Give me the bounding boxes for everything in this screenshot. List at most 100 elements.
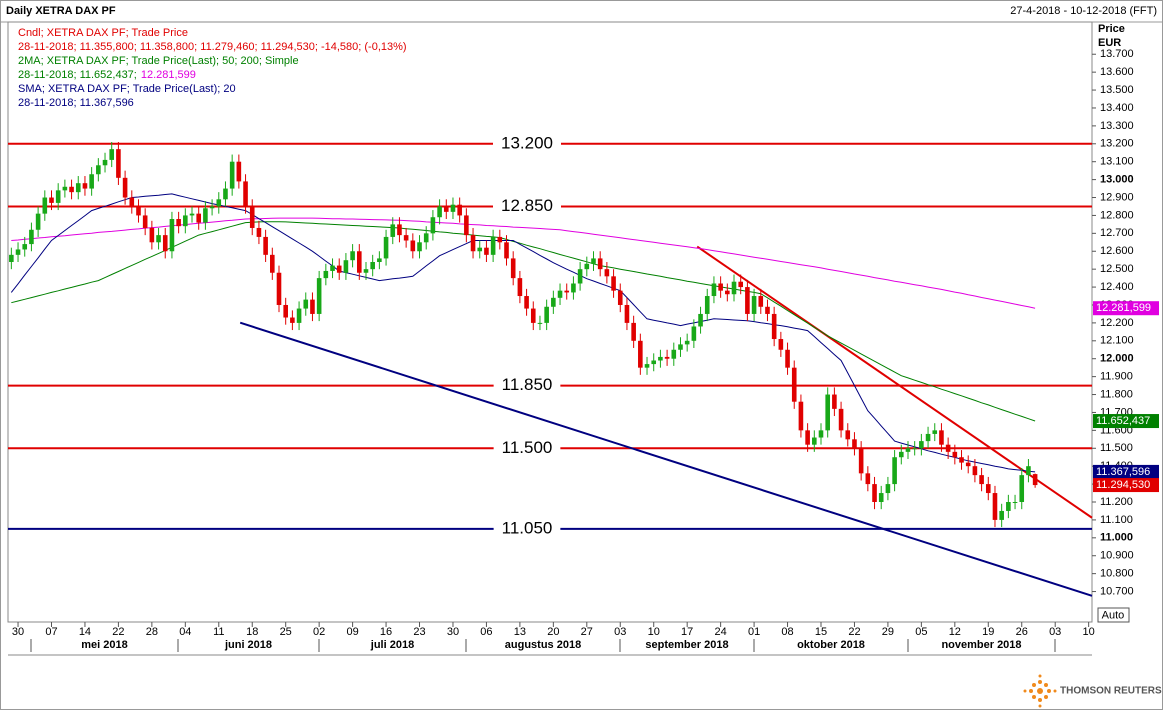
candle-body [892,457,897,485]
candle-body [183,215,188,227]
last-value-label: 11.652,437 [1096,415,1150,427]
candle-body [865,473,871,485]
y-tick-label: 12.800 [1100,209,1134,221]
candle-body [29,229,34,245]
level-label-bg [493,518,561,539]
candle-body [363,269,369,273]
candle-body [176,219,181,227]
plot-frame [7,21,1093,623]
candle-body [517,278,523,297]
candle-body [430,217,436,234]
candle-body [939,430,944,445]
legend-text: Cndl; XETRA DAX PF; Trade Price [18,27,188,39]
x-tick-label: 08 [781,626,793,638]
x-tick-label: 09 [346,626,358,638]
candle-body [985,484,991,494]
last-value-label: 11.367,596 [1096,466,1150,478]
x-tick-label: 18 [246,626,258,638]
y-tick-label: 12.700 [1100,227,1134,239]
candle-body [343,260,349,273]
y-tick-label: 13.600 [1100,66,1134,78]
candle-body [1006,502,1011,511]
auto-label[interactable]: Auto [1102,609,1125,621]
candle-body [276,272,282,305]
candle-body [336,265,342,273]
candle-body [169,219,175,252]
candle-body [417,242,422,252]
candle-body [965,462,971,467]
candle-body [564,290,570,293]
chart-title: Daily XETRA DAX PF [6,5,116,17]
candle-body [551,297,556,307]
candle-body [912,448,917,450]
x-tick-label: 20 [547,626,559,638]
candle-body [403,235,409,241]
candle-body [370,262,375,270]
candle-body [778,339,784,350]
candle-body [651,360,657,365]
auto-button[interactable] [1097,607,1130,623]
candle-body [597,258,603,270]
legend-text: 28-11-2018; 11.367,596 [18,97,134,109]
candle-body [477,247,483,252]
x-tick-label: 14 [79,626,91,638]
candle-body [303,299,309,309]
candle-body [410,240,416,252]
last-value-badge [1093,414,1159,429]
x-tick-label: 15 [815,626,827,638]
last-value-label: 11.294,530 [1096,479,1150,491]
candle-body [350,251,355,261]
x-tick-label: 28 [146,626,158,638]
y-tick-label: 12.000 [1100,353,1134,365]
level-label-bg [493,196,561,217]
candle-body [644,364,650,368]
trend-line [239,321,1093,597]
month-label: november 2018 [941,639,1021,651]
candle-body [203,208,208,223]
candle-body [671,349,677,359]
ma-line [11,217,1036,309]
candle-body [979,475,984,485]
candle-body [1019,475,1025,502]
candle-body [156,235,161,243]
candle-body [263,236,268,255]
candle-body [323,270,329,279]
candle-body [249,206,255,228]
y-tick-label: 11.100 [1100,514,1133,526]
candle-body [1026,466,1031,476]
x-tick-label: 22 [112,626,124,638]
chart-subtitle: 27-4-2018 - 10-12-2018 (FFT) [1010,5,1157,17]
logo-mark [1023,674,1057,708]
ma-line [11,221,1036,422]
x-tick-label: 16 [380,626,392,638]
y-tick-label: 11.500 [1100,442,1133,454]
y-tick-label: 12.200 [1100,317,1134,329]
y-tick-label: 13.100 [1100,156,1134,168]
y-tick-label: 13.200 [1100,138,1134,150]
month-label: juli 2018 [370,639,414,651]
last-value-badge [1093,301,1159,316]
candle-body [223,188,228,200]
candle-body [544,306,549,323]
candle-body [959,457,964,463]
x-tick-label: 04 [179,626,191,638]
candle-body [450,204,456,212]
candle-body [397,224,402,236]
candle-body [731,281,737,295]
candle-body [524,296,529,309]
x-tick-label: 26 [1016,626,1028,638]
candle-body [604,269,610,277]
x-tick-label: 13 [514,626,526,638]
candle-body [771,313,777,340]
candle-body [196,213,202,223]
legend-text: SMA; XETRA DAX PF; Trade Price(Last); 20 [18,83,236,95]
candle-body [818,430,824,438]
candle-body [22,244,28,250]
level-label-bg [493,375,561,396]
x-tick-label: 11 [213,626,224,638]
candle-body [972,466,978,476]
y-tick-label: 13.000 [1100,174,1134,186]
month-label: mei 2018 [81,639,127,651]
